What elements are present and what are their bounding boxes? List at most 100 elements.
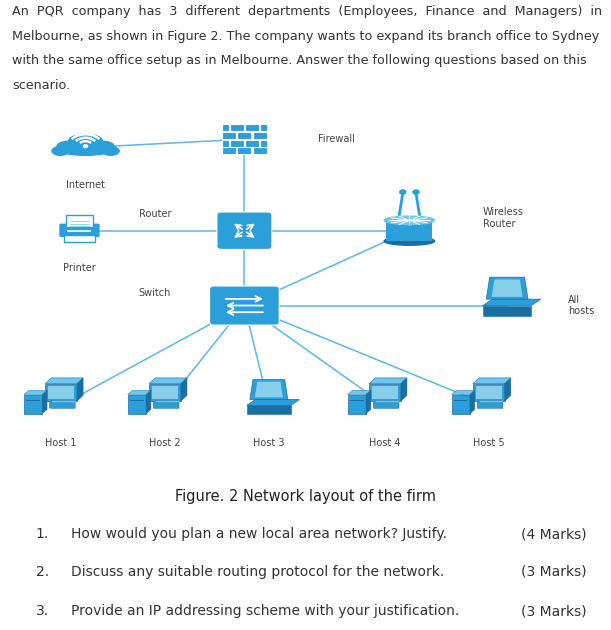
FancyBboxPatch shape (152, 386, 178, 399)
Text: 1.: 1. (35, 527, 49, 541)
FancyBboxPatch shape (49, 403, 75, 408)
FancyBboxPatch shape (253, 147, 267, 154)
Text: (4 Marks): (4 Marks) (521, 527, 587, 541)
Text: Host 2: Host 2 (149, 438, 181, 448)
FancyBboxPatch shape (153, 403, 179, 408)
FancyBboxPatch shape (260, 140, 267, 147)
FancyBboxPatch shape (260, 124, 267, 131)
Polygon shape (473, 378, 511, 384)
FancyBboxPatch shape (230, 124, 244, 131)
Text: Discuss any suitable routing protocol for the network.: Discuss any suitable routing protocol fo… (71, 564, 444, 579)
Text: Figure. 2 Network layout of the firm: Figure. 2 Network layout of the firm (175, 490, 436, 505)
FancyBboxPatch shape (217, 212, 272, 249)
FancyBboxPatch shape (247, 405, 291, 415)
FancyBboxPatch shape (245, 140, 259, 147)
Polygon shape (42, 391, 47, 414)
Text: scenario.: scenario. (12, 79, 70, 92)
FancyBboxPatch shape (230, 140, 244, 147)
Polygon shape (452, 391, 475, 394)
FancyBboxPatch shape (452, 394, 470, 414)
FancyBboxPatch shape (348, 394, 366, 414)
FancyBboxPatch shape (476, 386, 502, 399)
FancyBboxPatch shape (477, 403, 503, 408)
Polygon shape (483, 299, 541, 306)
Polygon shape (181, 378, 187, 401)
FancyBboxPatch shape (45, 384, 77, 401)
Polygon shape (374, 400, 401, 403)
Text: 2.: 2. (35, 564, 49, 579)
Text: (3 Marks): (3 Marks) (521, 604, 587, 619)
Text: All
hosts: All hosts (568, 295, 595, 316)
Text: Router: Router (139, 209, 171, 219)
Polygon shape (505, 378, 511, 401)
Ellipse shape (69, 134, 103, 147)
Ellipse shape (52, 147, 68, 156)
Polygon shape (50, 400, 77, 403)
Text: (3 Marks): (3 Marks) (521, 564, 587, 579)
FancyBboxPatch shape (372, 386, 398, 399)
FancyBboxPatch shape (210, 286, 279, 325)
FancyBboxPatch shape (245, 124, 259, 131)
Polygon shape (492, 280, 522, 297)
Polygon shape (247, 399, 299, 405)
Polygon shape (401, 378, 407, 401)
Polygon shape (366, 391, 371, 414)
Circle shape (400, 190, 406, 194)
FancyBboxPatch shape (222, 140, 229, 147)
Polygon shape (250, 379, 288, 399)
Text: Printer: Printer (63, 263, 96, 273)
FancyBboxPatch shape (59, 224, 100, 237)
FancyBboxPatch shape (64, 235, 95, 243)
FancyBboxPatch shape (373, 403, 399, 408)
Polygon shape (348, 391, 371, 394)
Text: Melbourne, as shown in Figure 2. The company wants to expand its branch office t: Melbourne, as shown in Figure 2. The com… (12, 30, 599, 43)
Text: Host 3: Host 3 (253, 438, 285, 448)
FancyBboxPatch shape (473, 384, 505, 401)
FancyBboxPatch shape (253, 132, 267, 139)
FancyBboxPatch shape (222, 132, 236, 139)
FancyBboxPatch shape (149, 384, 181, 401)
Polygon shape (128, 391, 151, 394)
FancyBboxPatch shape (24, 394, 42, 414)
FancyBboxPatch shape (222, 147, 236, 154)
FancyBboxPatch shape (387, 220, 433, 241)
Polygon shape (486, 277, 528, 299)
FancyBboxPatch shape (128, 394, 146, 414)
Ellipse shape (103, 147, 119, 156)
Polygon shape (45, 378, 83, 384)
FancyBboxPatch shape (454, 399, 467, 401)
FancyBboxPatch shape (350, 399, 364, 401)
Text: Switch: Switch (139, 288, 171, 298)
FancyBboxPatch shape (48, 386, 74, 399)
FancyBboxPatch shape (26, 399, 40, 401)
FancyBboxPatch shape (238, 132, 252, 139)
Polygon shape (478, 400, 505, 403)
FancyBboxPatch shape (130, 399, 144, 401)
Text: Wireless
Router: Wireless Router (483, 207, 524, 229)
Text: 3.: 3. (35, 604, 49, 619)
FancyBboxPatch shape (238, 147, 252, 154)
Polygon shape (470, 391, 475, 414)
Polygon shape (154, 400, 181, 403)
Text: Provide an IP addressing scheme with your justification.: Provide an IP addressing scheme with you… (71, 604, 459, 619)
Text: Firewall: Firewall (318, 134, 354, 144)
Text: Internet: Internet (66, 180, 105, 190)
Ellipse shape (62, 147, 109, 156)
FancyBboxPatch shape (483, 306, 532, 316)
Text: Host 4: Host 4 (369, 438, 401, 448)
Text: Host 1: Host 1 (45, 438, 77, 448)
Polygon shape (24, 391, 47, 394)
Polygon shape (369, 378, 407, 384)
Ellipse shape (90, 141, 114, 152)
FancyBboxPatch shape (222, 124, 229, 131)
Ellipse shape (384, 237, 434, 245)
Polygon shape (255, 382, 283, 398)
Polygon shape (146, 391, 151, 414)
Text: An  PQR  company  has  3  different  departments  (Employees,  Finance  and  Man: An PQR company has 3 different departmen… (12, 5, 602, 18)
FancyBboxPatch shape (369, 384, 401, 401)
Polygon shape (77, 378, 83, 401)
Polygon shape (149, 378, 187, 384)
Text: with the same office setup as in Melbourne. Answer the following questions based: with the same office setup as in Melbour… (12, 54, 587, 67)
Circle shape (84, 145, 87, 147)
FancyBboxPatch shape (66, 215, 93, 227)
